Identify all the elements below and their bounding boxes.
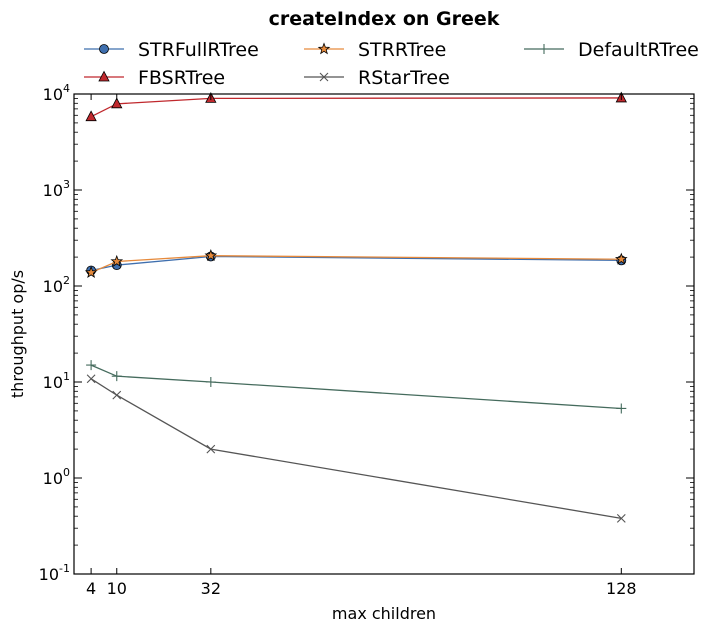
series-DefaultRTree (86, 360, 627, 414)
data-point (206, 444, 216, 454)
series-line (90, 364, 622, 410)
x-tick-label: 4 (86, 579, 96, 598)
y-tick-label: 102 (43, 274, 70, 296)
legend-marker (98, 70, 110, 82)
data-point (86, 374, 96, 384)
legend-item-FBSRTree: FBSRTree (84, 67, 225, 89)
data-point (616, 403, 627, 414)
x-axis: 4 10 32 128 (86, 94, 637, 598)
data-point (616, 513, 626, 523)
legend-item-STRFullRTree: STRFullRTree (84, 39, 259, 61)
data-point (84, 265, 98, 278)
data-point (110, 254, 124, 267)
legend-item-STRRTree: STRRTree (304, 39, 446, 61)
legend-label: FBSRTree (138, 67, 225, 89)
x-tick-label: 32 (201, 579, 221, 598)
legend-item-RStarTree: RStarTree (304, 67, 450, 89)
plot-frame (73, 93, 695, 575)
legend-marker (319, 72, 329, 82)
series-RStarTree (86, 374, 626, 523)
data-point (614, 252, 628, 265)
data-point (86, 360, 97, 371)
data-point (205, 377, 216, 387)
series-line (90, 255, 622, 272)
legend-label: STRRTree (358, 39, 446, 61)
chart-title: createIndex on Greek (269, 8, 500, 30)
series-FBSRTree (85, 91, 627, 122)
series-line (90, 97, 622, 118)
legend-marker (539, 44, 549, 54)
data-point (111, 371, 122, 382)
plot-area (74, 94, 694, 574)
data-point (204, 249, 218, 262)
x-axis-label: max children (332, 604, 436, 623)
legend-item-DefaultRTree: DefaultRTree (524, 39, 699, 61)
legend-label: STRFullRTree (138, 39, 259, 61)
legend-label: DefaultRTree (578, 39, 699, 61)
series-STRRTree (84, 249, 628, 278)
data-point (111, 97, 123, 109)
y-tick-label: 101 (43, 370, 70, 392)
legend: STRFullRTree STRRTree DefaultRTree FBSRTree… (84, 39, 699, 89)
y-tick-label: 103 (43, 178, 70, 200)
legend-label: RStarTree (358, 67, 450, 89)
y-tick-label: 104 (43, 82, 70, 104)
y-tick-label: 100 (43, 466, 70, 488)
y-axis: 10-1 100 101 102 103 104 (39, 82, 694, 584)
series-line (90, 378, 622, 519)
x-tick-label: 128 (606, 579, 637, 598)
series-line (90, 255, 622, 274)
series-layer (84, 91, 628, 523)
y-tick-label: 10-1 (39, 562, 70, 584)
data-point (85, 110, 97, 122)
x-tick-label: 10 (107, 579, 127, 598)
y-axis-label: throughput op/s (8, 270, 27, 398)
legend-marker (317, 42, 331, 55)
data-point (112, 390, 122, 400)
legend-marker (99, 44, 109, 54)
